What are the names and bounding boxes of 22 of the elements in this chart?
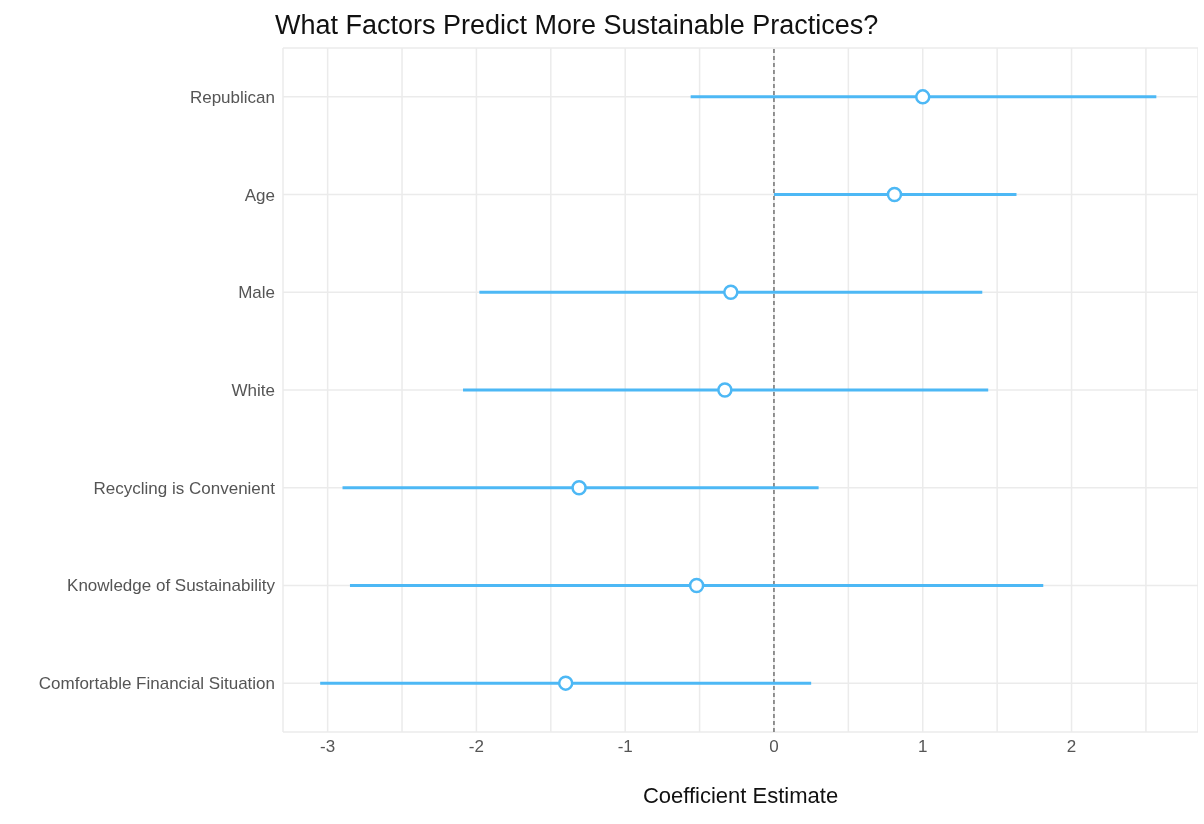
- point: [717, 382, 733, 398]
- x-tick-label: 1: [918, 737, 928, 757]
- point: [915, 89, 931, 105]
- x-tick-label: -3: [320, 737, 336, 757]
- x-tick-label: 0: [769, 737, 779, 757]
- point: [688, 577, 705, 594]
- point: [723, 284, 739, 301]
- y-tick-label: Age: [244, 185, 275, 205]
- y-tick-label: Knowledge of Sustainability: [67, 576, 276, 596]
- y-tick-label: Recycling is Convenient: [93, 478, 276, 498]
- point: [886, 186, 903, 203]
- chart-title: What Factors Predict More Sustainable Practices?: [275, 10, 879, 41]
- x-tick-label: 2: [1066, 737, 1077, 757]
- x-tick-label: -1: [617, 737, 633, 757]
- y-tick-label: Comfortable Financial Situation: [38, 674, 275, 694]
- y-tick-label: White: [231, 381, 275, 401]
- y-tick-label: Republican: [189, 87, 275, 107]
- point: [557, 675, 574, 691]
- x-axis-title: Coefficient Estimate: [641, 783, 840, 809]
- y-tick-label: Male: [238, 283, 275, 303]
- point: [571, 479, 587, 496]
- x-tick-label: -2: [468, 737, 484, 757]
